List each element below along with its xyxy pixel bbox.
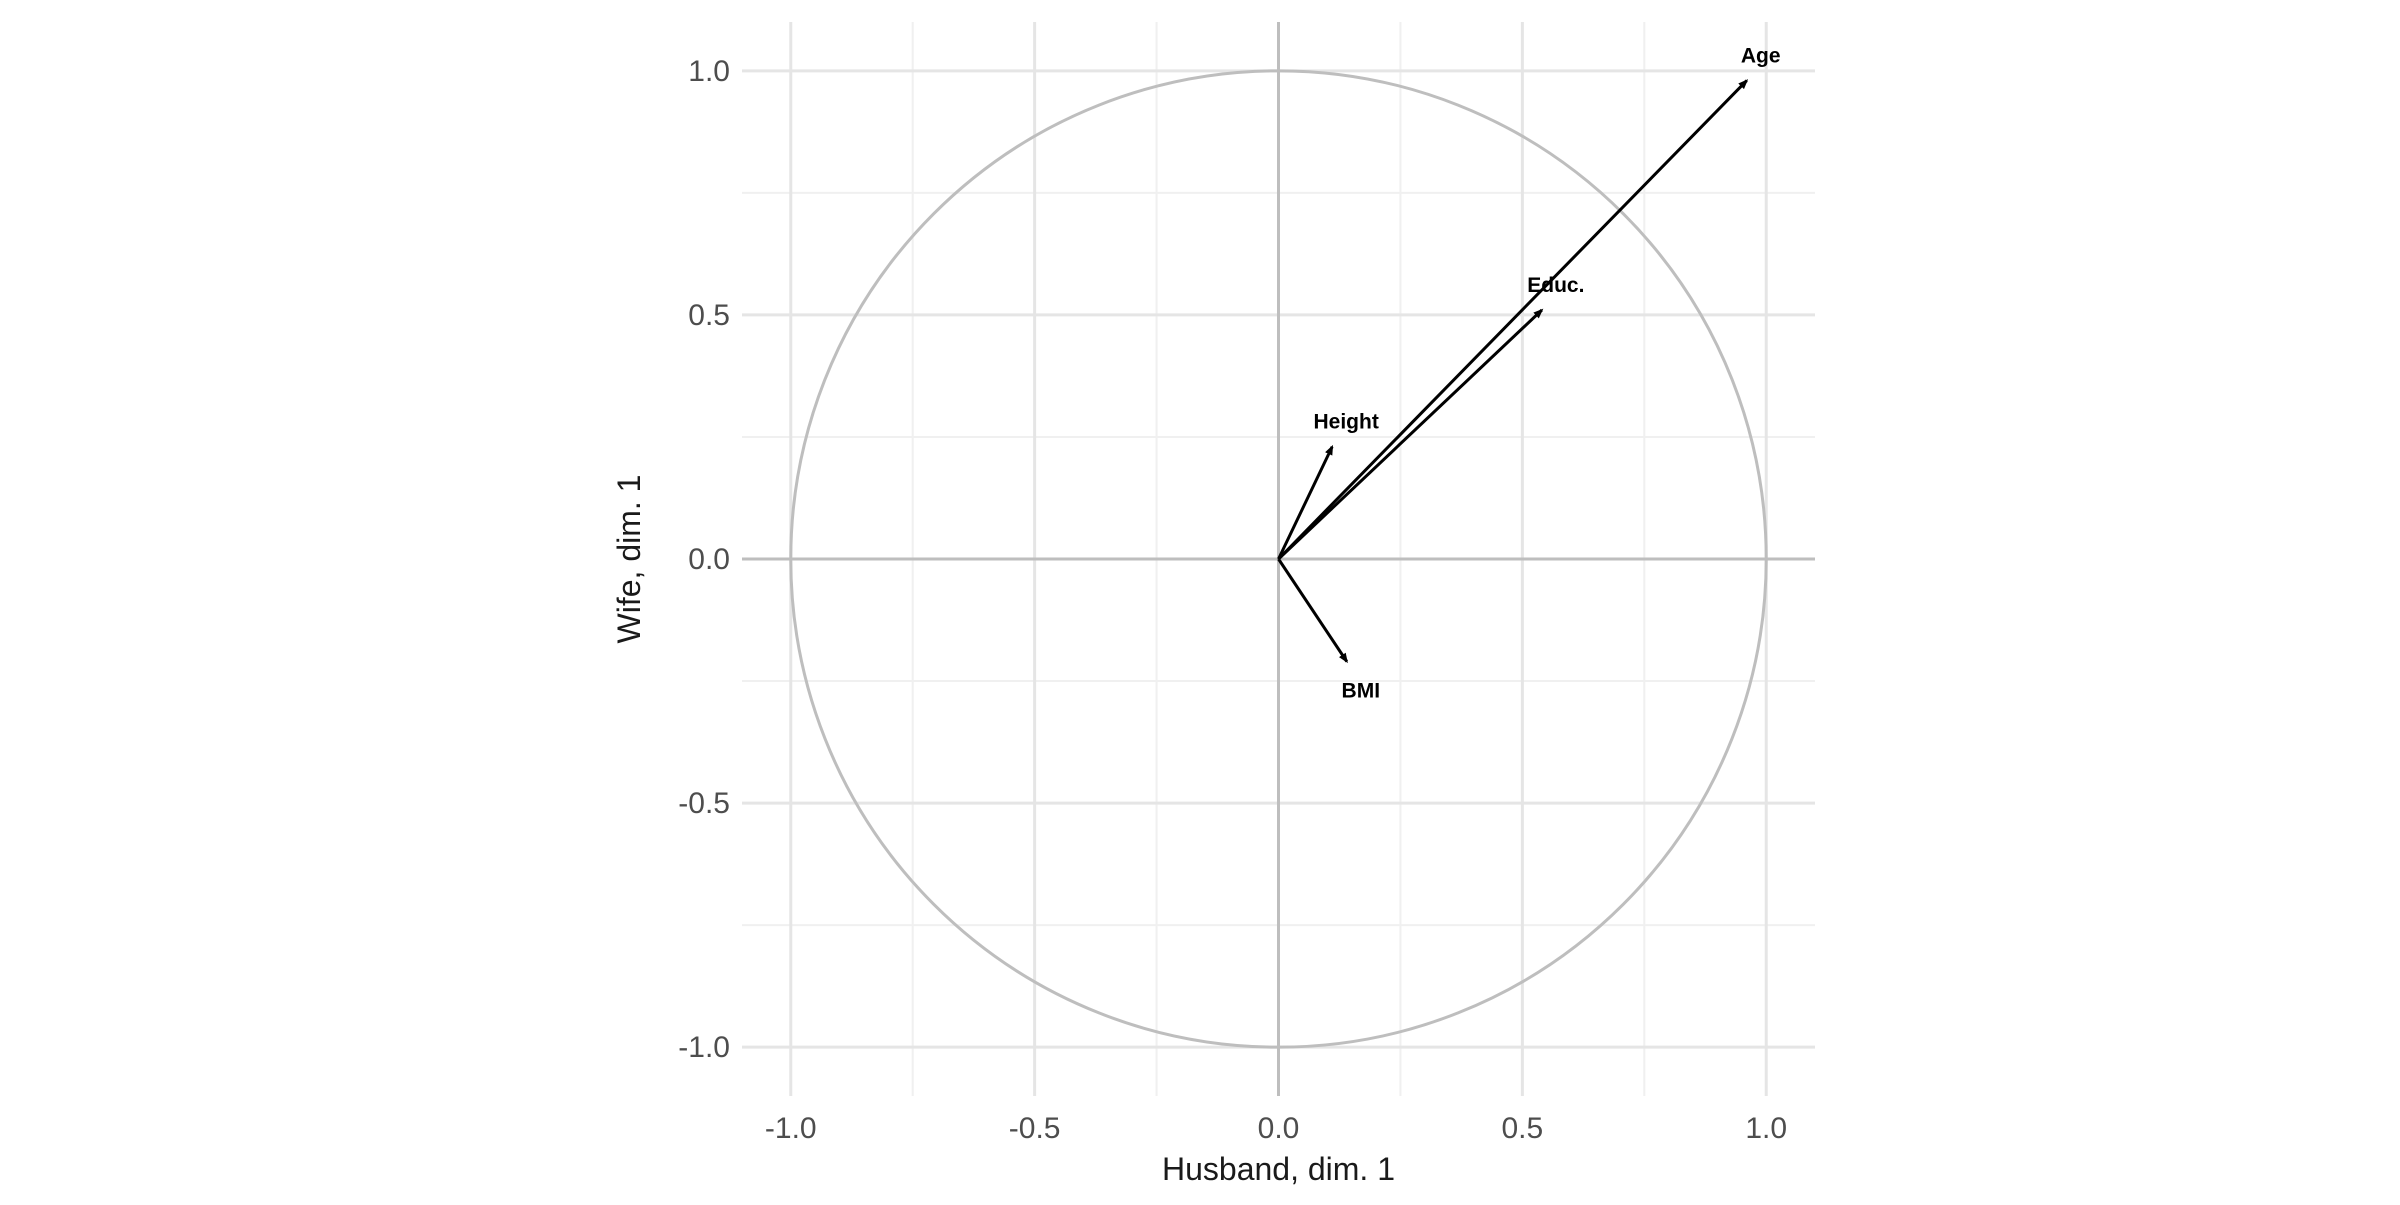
vector-labels-layer: Age Educ. Height BMI <box>1313 45 1780 703</box>
vectors-layer <box>1277 79 1749 664</box>
y-tick-label: 0.5 <box>688 299 730 332</box>
unit-circle <box>789 69 1768 1049</box>
vector-age-arrow <box>1277 79 1749 561</box>
x-tick-label: 0.5 <box>1502 1112 1544 1145</box>
y-tick-label: -0.5 <box>678 787 730 820</box>
x-tick-label: -0.5 <box>1009 1112 1061 1145</box>
y-tick-label: 1.0 <box>688 55 730 88</box>
x-tick-label: -1.0 <box>765 1112 817 1145</box>
y-tick-label: 0.0 <box>688 543 730 576</box>
vector-height-label: Height <box>1313 411 1378 434</box>
vector-educ-label: Educ. <box>1527 274 1584 297</box>
unit-circle-layer <box>789 69 1768 1049</box>
y-axis-title: Wife, dim. 1 <box>611 475 647 644</box>
tick-labels-layer: -1.0 -0.5 0.0 0.5 1.0 -1.0 -0.5 0.0 0.5 1.0 <box>678 55 1787 1145</box>
vector-bmi-label: BMI <box>1342 680 1381 703</box>
vector-height-arrow <box>1277 444 1334 560</box>
vector-age-label: Age <box>1741 45 1781 68</box>
vector-bmi-arrow <box>1277 558 1349 664</box>
y-tick-label: -1.0 <box>678 1031 730 1064</box>
x-axis-title: Husband, dim. 1 <box>1162 1151 1395 1187</box>
vector-educ-arrow <box>1277 308 1544 561</box>
x-tick-label: 0.0 <box>1258 1112 1300 1145</box>
x-tick-label: 1.0 <box>1745 1112 1787 1145</box>
